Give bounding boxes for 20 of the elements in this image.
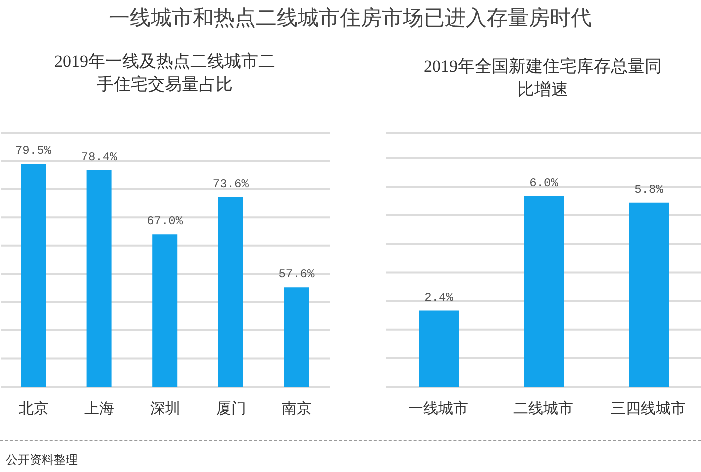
data-label: 79.5% — [15, 144, 52, 158]
chart-title: 一线城市和热点二线城市住房市场已进入存量房时代 — [108, 5, 593, 32]
x-tick-label: 厦门 — [216, 400, 246, 418]
x-tick-label: 北京 — [18, 400, 49, 418]
data-label: 78.4% — [81, 150, 118, 164]
data-label: 57.6% — [278, 268, 316, 282]
data-label: 2.4% — [424, 290, 454, 305]
x-tick-label: 南京 — [282, 400, 312, 418]
x-tick-label: 上海 — [84, 400, 115, 418]
x-tick-label: 二线城市 — [514, 400, 574, 418]
text: 公开资料整理 — [6, 452, 78, 469]
data-label: 67.0% — [147, 214, 184, 229]
chart-title: 2019年全国新建住宅库存总量同比增速 — [423, 56, 663, 101]
data-label: 73.6% — [212, 177, 250, 192]
data-label: 5.8% — [634, 182, 664, 197]
chart-subtitle: 2019年一线及热点二线城市二手住宅交易量占比 — [54, 51, 276, 96]
x-tick-label: 深圳 — [150, 400, 180, 418]
x-tick-label: 三四线城市 — [611, 400, 686, 418]
data-label: 6.0% — [530, 176, 560, 190]
x-tick-label: 一线城市 — [408, 400, 468, 418]
